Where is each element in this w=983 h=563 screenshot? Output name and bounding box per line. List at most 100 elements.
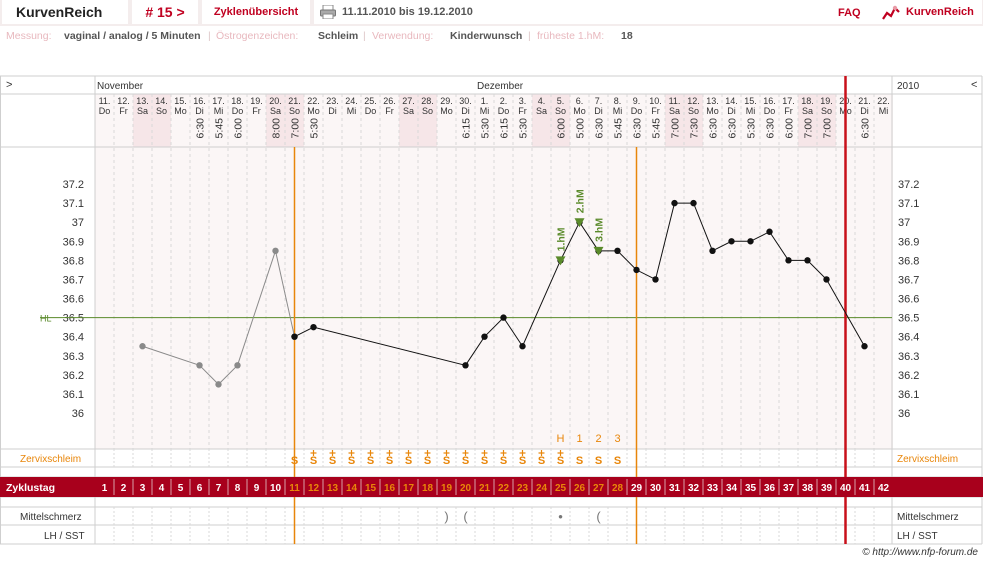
day-date: 13. bbox=[136, 96, 149, 106]
peak-label: 1 bbox=[576, 433, 582, 445]
measure-time: 5:45 bbox=[651, 118, 663, 139]
y-tick-label-right: 37.1 bbox=[898, 198, 919, 210]
temperature-point bbox=[481, 333, 488, 340]
peak-label: 3 bbox=[614, 433, 620, 445]
day-weekday: So bbox=[156, 106, 167, 116]
date-range: 11.11.2010 bis 19.12.2010 bbox=[314, 0, 982, 24]
cycle-number-link[interactable]: # 15 > bbox=[132, 0, 198, 24]
temperature-point bbox=[823, 276, 830, 283]
prev-cycle-point bbox=[215, 381, 222, 388]
temperature-point bbox=[766, 228, 773, 235]
day-date: 6. bbox=[576, 96, 584, 106]
zervix-label-right: Zervixschleim bbox=[897, 454, 958, 465]
temperature-point bbox=[500, 314, 507, 321]
cycle-day-band bbox=[0, 477, 983, 497]
faq-link[interactable]: FAQ bbox=[838, 7, 861, 19]
temperature-point bbox=[709, 247, 716, 255]
brand-title[interactable]: KurvenReich bbox=[2, 0, 128, 24]
logo-text[interactable]: KurvenReich bbox=[906, 6, 974, 18]
cycle-day-number: 28 bbox=[612, 483, 624, 494]
y-tick-label-left: 36.8 bbox=[63, 255, 84, 267]
y-tick-label-left: 36.4 bbox=[63, 332, 84, 344]
y-tick-label-left: 37.1 bbox=[63, 198, 84, 210]
zervix-symbol: S bbox=[519, 455, 526, 467]
verwendung-value: Kinderwunsch bbox=[450, 30, 523, 42]
cycle-day-number: 23 bbox=[517, 483, 529, 494]
zervix-symbol: S bbox=[367, 455, 374, 467]
day-date: 11. bbox=[99, 96, 111, 106]
day-date: 21. bbox=[288, 96, 301, 106]
temperature-point bbox=[633, 266, 640, 274]
y-tick-label-right: 37.2 bbox=[898, 179, 919, 191]
temperature-point bbox=[690, 199, 697, 207]
weekend-column bbox=[817, 94, 836, 147]
mittelschmerz-label-right: Mittelschmerz bbox=[897, 512, 959, 523]
day-weekday: Fr bbox=[651, 106, 660, 116]
measure-time: 6:15 bbox=[461, 118, 473, 139]
temperature-point bbox=[291, 333, 298, 340]
cycle-day-number: 6 bbox=[197, 483, 203, 494]
cycle-day-number: 33 bbox=[707, 483, 719, 494]
day-date: 11. bbox=[669, 96, 681, 106]
weekend-column bbox=[133, 94, 152, 147]
day-date: 7. bbox=[595, 96, 603, 106]
y-tick-label-left: 36 bbox=[72, 408, 84, 420]
zervix-symbol: S bbox=[462, 455, 469, 467]
day-date: 12. bbox=[687, 96, 700, 106]
temperature-point bbox=[519, 343, 526, 350]
zervix-symbol: S bbox=[386, 455, 393, 467]
day-date: 9. bbox=[633, 96, 641, 106]
zervix-symbol: S bbox=[291, 455, 298, 467]
y-tick-label-right: 36.2 bbox=[898, 370, 919, 382]
day-date: 17. bbox=[212, 96, 225, 106]
day-weekday: So bbox=[422, 106, 433, 116]
messung-label: Messung: bbox=[6, 30, 52, 42]
day-date: 15. bbox=[744, 96, 757, 106]
zervix-symbol: S bbox=[538, 455, 545, 467]
mittelschmerz-mark: • bbox=[558, 509, 563, 524]
day-weekday: Mo bbox=[174, 106, 187, 116]
separator: | bbox=[363, 30, 366, 42]
zervix-symbol: S bbox=[500, 455, 507, 467]
y-tick-label-left: 37.2 bbox=[63, 179, 84, 191]
hm-marker bbox=[574, 218, 585, 228]
day-weekday: Di bbox=[860, 106, 869, 116]
day-date: 5. bbox=[557, 96, 565, 106]
day-date: 16. bbox=[193, 96, 206, 106]
zervix-symbol: S bbox=[329, 455, 336, 467]
day-date: 10. bbox=[649, 96, 662, 106]
print-icon[interactable] bbox=[320, 5, 336, 19]
cycle-day-number: 15 bbox=[365, 483, 377, 494]
cycle-day-number: 20 bbox=[460, 483, 472, 494]
cycle-overview-link[interactable]: Zyklenübersicht bbox=[202, 0, 310, 24]
cycle-day-number: 26 bbox=[574, 483, 586, 494]
cycle-day-number: 31 bbox=[669, 483, 681, 494]
measure-time: 8:00 bbox=[271, 118, 283, 139]
measure-time: 6:15 bbox=[499, 118, 511, 139]
day-weekday: Mi bbox=[746, 106, 756, 116]
day-date: 20. bbox=[269, 96, 282, 106]
day-weekday: Mo bbox=[307, 106, 320, 116]
kurvenreich-logo-icon[interactable] bbox=[882, 4, 902, 22]
day-weekday: Sa bbox=[669, 106, 680, 116]
month-label: November bbox=[97, 81, 144, 92]
cycle-day-number: 41 bbox=[859, 483, 871, 494]
weekend-column bbox=[551, 94, 570, 147]
day-date: 19. bbox=[250, 96, 263, 106]
measure-time: 6:30 bbox=[727, 118, 739, 139]
day-date: 8. bbox=[614, 96, 622, 106]
month-label: Dezember bbox=[477, 81, 524, 92]
nav-next-button[interactable]: < bbox=[971, 79, 977, 91]
day-date: 26. bbox=[383, 96, 396, 106]
nav-prev-button[interactable]: > bbox=[6, 79, 12, 91]
cycle-day-number: 5 bbox=[178, 483, 184, 494]
day-date: 28. bbox=[421, 96, 434, 106]
day-weekday: Mo bbox=[440, 106, 453, 116]
cycle-day-number: 34 bbox=[726, 483, 738, 494]
measure-time: 6:30 bbox=[594, 118, 606, 139]
cycle-day-number: 38 bbox=[802, 483, 814, 494]
day-weekday: Di bbox=[727, 106, 736, 116]
y-tick-label-right: 36.3 bbox=[898, 351, 919, 363]
hm-value: 18 bbox=[621, 30, 633, 42]
day-weekday: Do bbox=[99, 106, 111, 116]
